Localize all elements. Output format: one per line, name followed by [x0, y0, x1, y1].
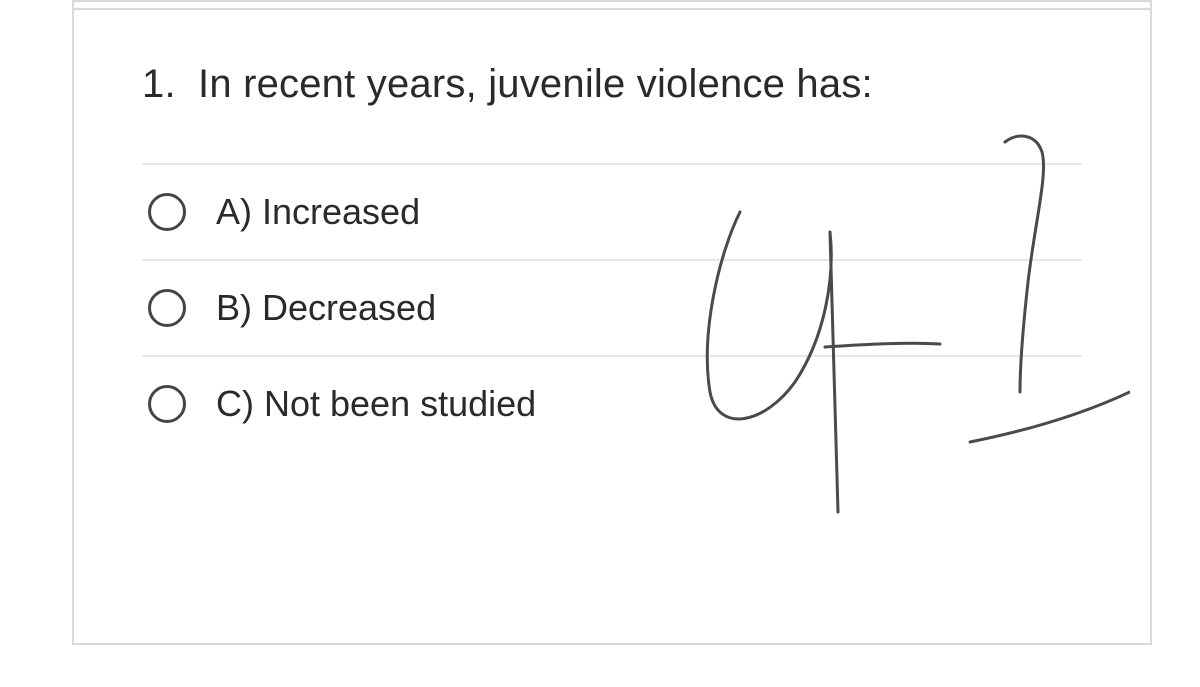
radio-icon[interactable] [148, 385, 186, 423]
option-b[interactable]: B) Decreased [142, 259, 1082, 355]
question-card: 1. In recent years, juvenile violence ha… [72, 0, 1152, 645]
question-number: 1. [142, 62, 198, 107]
option-label: A) Increased [216, 191, 420, 233]
card-top-border [74, 2, 1150, 10]
option-label: C) Not been studied [216, 383, 536, 425]
radio-icon[interactable] [148, 193, 186, 231]
option-c[interactable]: C) Not been studied [142, 355, 1082, 451]
question-row: 1. In recent years, juvenile violence ha… [142, 62, 1082, 107]
question-text: In recent years, juvenile violence has: [198, 62, 873, 107]
option-label: B) Decreased [216, 287, 436, 329]
options-list: A) Increased B) Decreased C) Not been st… [142, 163, 1082, 451]
option-a[interactable]: A) Increased [142, 163, 1082, 259]
radio-icon[interactable] [148, 289, 186, 327]
